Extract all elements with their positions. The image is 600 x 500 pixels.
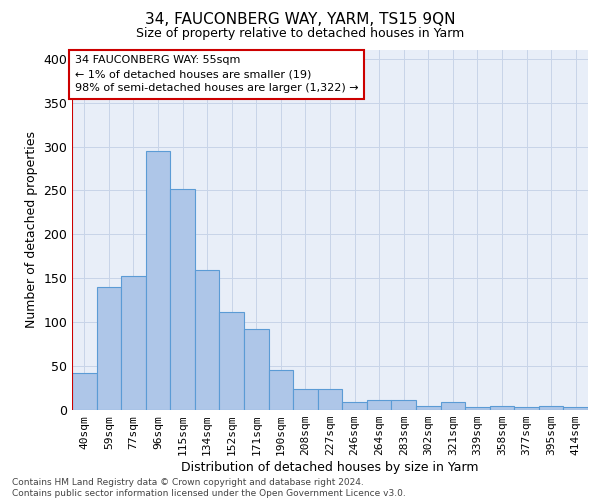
Bar: [97, 287, 121, 410]
Bar: [367, 400, 391, 410]
Text: Size of property relative to detached houses in Yarm: Size of property relative to detached ho…: [136, 28, 464, 40]
Bar: [195, 270, 220, 410]
Bar: [244, 329, 269, 410]
Bar: [490, 406, 514, 410]
Bar: [318, 389, 342, 410]
Text: Contains HM Land Registry data © Crown copyright and database right 2024.
Contai: Contains HM Land Registry data © Crown c…: [12, 478, 406, 498]
Bar: [391, 400, 416, 410]
Bar: [72, 373, 97, 410]
Text: 34 FAUCONBERG WAY: 55sqm
← 1% of detached houses are smaller (19)
98% of semi-de: 34 FAUCONBERG WAY: 55sqm ← 1% of detache…: [74, 56, 358, 94]
Text: 34, FAUCONBERG WAY, YARM, TS15 9QN: 34, FAUCONBERG WAY, YARM, TS15 9QN: [145, 12, 455, 28]
Bar: [539, 406, 563, 410]
Bar: [170, 188, 195, 410]
X-axis label: Distribution of detached houses by size in Yarm: Distribution of detached houses by size …: [181, 461, 479, 474]
Bar: [146, 151, 170, 410]
Bar: [269, 370, 293, 410]
Bar: [342, 402, 367, 410]
Bar: [465, 408, 490, 410]
Bar: [293, 389, 318, 410]
Y-axis label: Number of detached properties: Number of detached properties: [25, 132, 38, 328]
Bar: [514, 408, 539, 410]
Bar: [220, 312, 244, 410]
Bar: [440, 402, 465, 410]
Bar: [121, 276, 146, 410]
Bar: [416, 406, 440, 410]
Bar: [563, 408, 588, 410]
